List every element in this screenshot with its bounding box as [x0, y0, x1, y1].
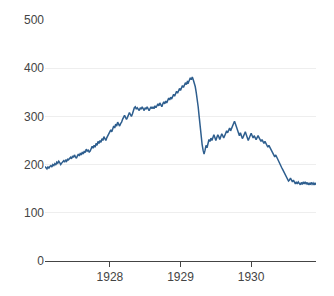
- svg-text:300: 300: [24, 110, 44, 124]
- svg-text:0: 0: [37, 254, 44, 268]
- svg-text:1930: 1930: [238, 270, 265, 284]
- svg-text:100: 100: [24, 206, 44, 220]
- svg-text:1929: 1929: [167, 270, 194, 284]
- svg-text:200: 200: [24, 158, 44, 172]
- svg-text:400: 400: [24, 61, 44, 75]
- svg-text:500: 500: [24, 13, 44, 27]
- svg-text:1928: 1928: [97, 270, 124, 284]
